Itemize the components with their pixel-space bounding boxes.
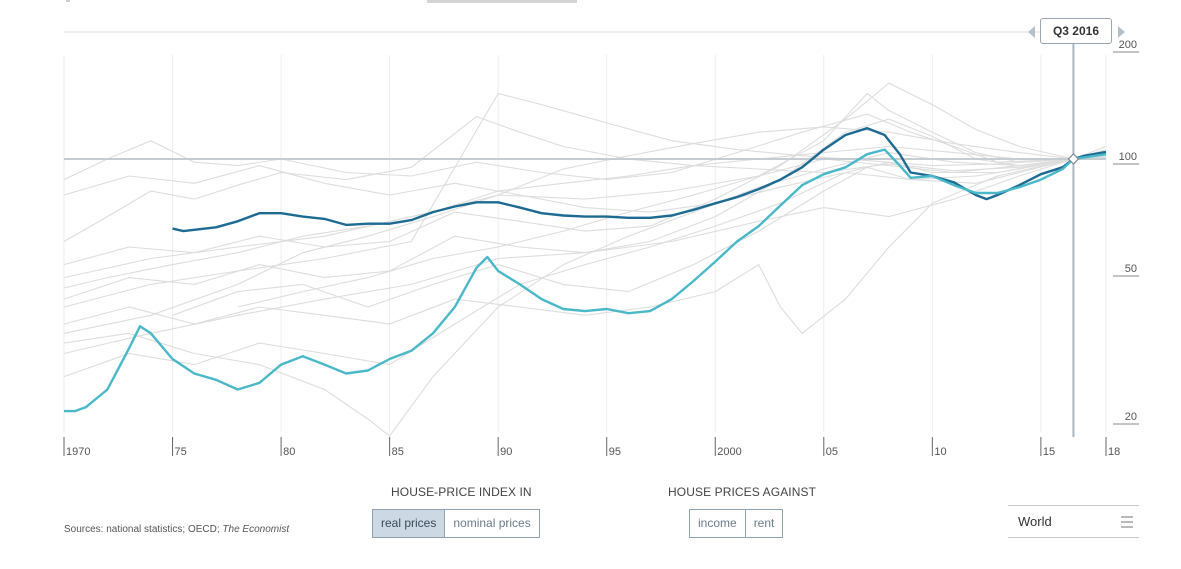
background-series-layer xyxy=(63,82,1107,437)
background-series-line xyxy=(63,92,1107,279)
x-tick-label: 1970 xyxy=(66,446,90,458)
sources-note: Sources: national statistics; OECD; The … xyxy=(64,524,289,535)
background-series-line xyxy=(63,145,1107,289)
house-price-chart: 200 100 50 20 1970 75 80 85 90 95 2000 05 10 15 18 xyxy=(63,31,1139,458)
x-tick-label: 05 xyxy=(826,446,838,458)
current-quarter-marker-point xyxy=(1067,153,1080,165)
y-tick-label: 50 xyxy=(1125,263,1137,275)
top-edge-tick xyxy=(66,0,70,2)
background-series-line xyxy=(63,153,1107,213)
background-series-line xyxy=(63,115,1107,242)
real-prices-button[interactable]: real prices xyxy=(373,510,445,537)
background-series-line xyxy=(63,113,1107,181)
against-toggle-group: income rent xyxy=(689,509,784,538)
hamburger-menu-icon[interactable] xyxy=(1121,516,1133,531)
background-series-line xyxy=(172,152,1107,316)
x-tick-label: 80 xyxy=(283,446,295,458)
dark-series-line xyxy=(172,126,1107,233)
background-series-line xyxy=(63,152,1107,437)
highlight-series-layer xyxy=(64,126,1107,413)
y-tick-label: 200 xyxy=(1119,39,1137,51)
x-tick-label: 10 xyxy=(934,446,946,458)
background-series-line xyxy=(63,145,1107,355)
country-select[interactable]: World xyxy=(1008,505,1139,538)
nominal-prices-button[interactable]: nominal prices xyxy=(444,510,539,537)
background-series-line xyxy=(63,126,1106,334)
rent-button[interactable]: rent xyxy=(744,510,783,537)
grid-layer xyxy=(63,31,1107,432)
top-tab-indicator[interactable] xyxy=(427,0,577,3)
sources-publication: The Economist xyxy=(222,524,290,535)
index-in-label: HOUSE-PRICE INDEX IN xyxy=(391,485,532,499)
current-marker-layer xyxy=(1067,44,1080,437)
index-toggle-group: real prices nominal prices xyxy=(372,509,540,538)
background-series-line xyxy=(63,82,1107,266)
x-tick-label: 90 xyxy=(500,446,512,458)
x-tick-label: 15 xyxy=(1043,446,1055,458)
background-series-line xyxy=(63,155,1107,378)
x-tick-label: 75 xyxy=(175,446,187,458)
x-tick-label: 85 xyxy=(392,446,404,458)
background-series-line xyxy=(63,92,1107,308)
current-quarter-label[interactable]: Q3 2016 xyxy=(1040,18,1112,44)
income-button[interactable]: income xyxy=(690,510,745,537)
prices-against-label: HOUSE PRICES AGAINST xyxy=(668,485,817,499)
previous-quarter-arrow-icon[interactable] xyxy=(1028,26,1035,38)
background-series-line xyxy=(63,155,1107,335)
y-tick-label: 20 xyxy=(1125,411,1137,423)
light-series-line xyxy=(64,148,1107,413)
country-select-value: World xyxy=(1018,514,1052,529)
axis-layer: 200 100 50 20 1970 75 80 85 90 95 2000 05 10 15 18 xyxy=(63,39,1139,458)
background-series-line xyxy=(63,118,1107,300)
sources-text: Sources: national statistics; OECD; xyxy=(64,524,223,535)
x-tick-label: 95 xyxy=(609,446,621,458)
x-tick-label: 18 xyxy=(1108,446,1120,458)
background-series-line xyxy=(237,155,1107,308)
x-tick-label: 2000 xyxy=(717,446,741,458)
y-tick-label: 100 xyxy=(1119,151,1137,163)
next-quarter-arrow-icon[interactable] xyxy=(1118,26,1125,38)
